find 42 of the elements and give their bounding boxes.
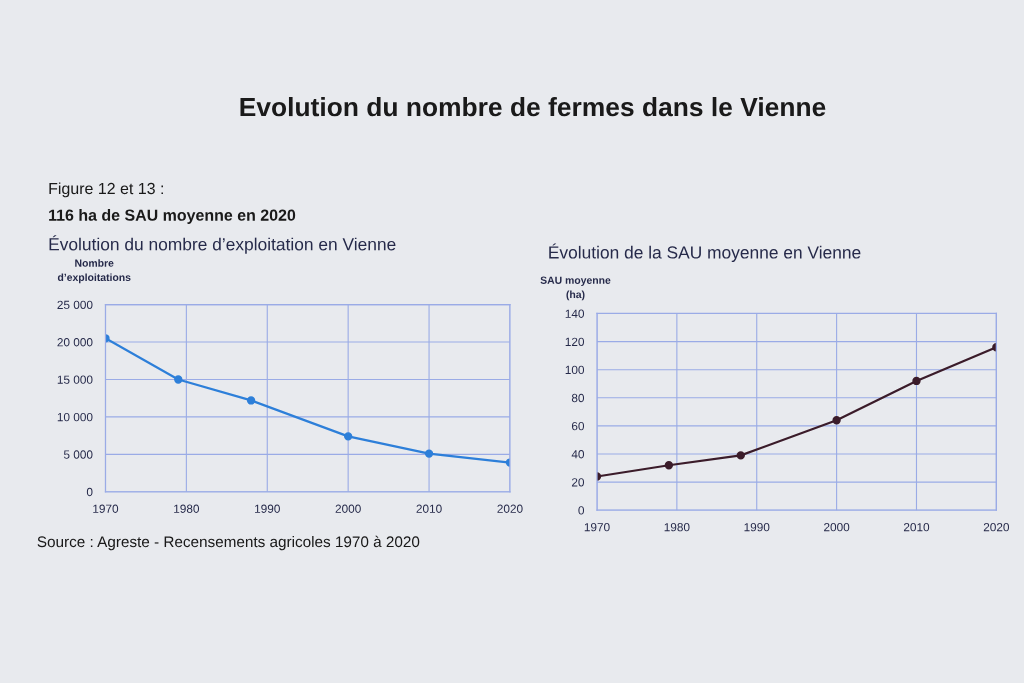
caption: Figure 12 et 13 : [49,182,163,198]
point [174,375,183,384]
point [736,451,745,460]
x-tick-label: 1980 [174,504,200,513]
x-tick-label: 1970 [584,523,610,532]
x-tick-label: 2000 [824,523,850,532]
point [424,449,434,458]
y-tick-label: 80 [571,393,585,403]
chart-title: Evolution du nombre de fermes dans le Vienne [240,96,826,117]
x-tick-label: 1990 [744,523,770,532]
y-tick-label: 140 [565,309,585,318]
y-tick-label: 15 000 [57,375,93,384]
x-tick-label: 2020 [497,504,523,513]
chart-subtitle: Évolution du nombre d’exploitation en Vienne [49,235,396,254]
y-tick-label: 5 000 [63,450,93,459]
x-tick-label: 1970 [93,504,119,513]
y-tick-label: 20 000 [57,338,93,347]
point [246,396,256,405]
x-tick-label: 2010 [416,504,442,513]
text: 116 ha de SAU moyenne en 2020 [49,209,296,224]
point [664,461,674,470]
source-note: Source : Agreste - Recensements agricoles 1970 à 2020 [37,535,420,551]
y-tick-label: 10 000 [57,412,93,422]
y-tick-label: 0 [86,487,93,497]
x-tick-label: 1990 [255,504,280,513]
y-tick-label: 60 [571,421,585,431]
y-tick-label: 20 [571,478,585,487]
x-tick-label: 2000 [335,504,361,513]
y-axis-title: Nombre d’exploitations [57,259,131,284]
y-tick-label: 25 000 [57,300,93,310]
x-tick-label: 2010 [903,523,930,532]
x-tick-label: 2020 [983,523,1010,532]
chart-title: Évolution de la SAU moyenne en Vienne [549,243,861,263]
x-tick-label: 1980 [664,523,690,532]
point [912,376,921,386]
y-axis-title: SAU moyenne (ha) [540,276,611,301]
y-tick-label: 120 [565,337,585,346]
y-tick-label: 0 [578,506,585,515]
y-tick-label: 40 [571,450,585,459]
y-tick-label: 100 [565,365,585,375]
point [343,432,353,441]
point [832,416,841,425]
